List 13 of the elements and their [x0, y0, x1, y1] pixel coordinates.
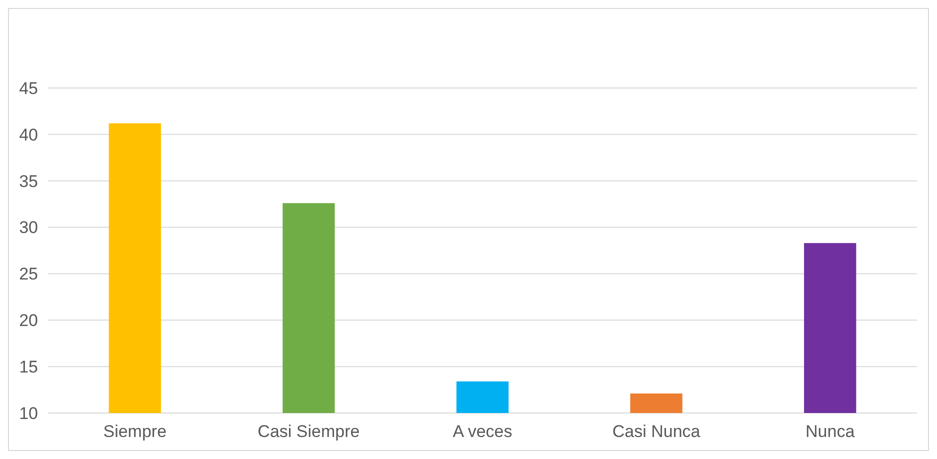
- y-tick-label: 30: [19, 218, 38, 238]
- y-tick-label: 35: [19, 172, 38, 191]
- y-tick-label: 45: [19, 78, 38, 98]
- x-tick-label: Casi Nunca: [612, 422, 701, 441]
- y-tick-label: 25: [19, 264, 38, 284]
- y-tick-label: 40: [19, 125, 38, 144]
- x-tick-label: Siempre: [103, 422, 167, 441]
- y-tick-label: 10: [19, 404, 38, 423]
- x-tick-label: Casi Siempre: [258, 422, 360, 441]
- y-tick-label: 15: [19, 358, 38, 377]
- x-tick-label: Nunca: [806, 422, 856, 441]
- x-tick-label: A veces: [452, 422, 512, 441]
- y-tick-label: 20: [19, 311, 38, 330]
